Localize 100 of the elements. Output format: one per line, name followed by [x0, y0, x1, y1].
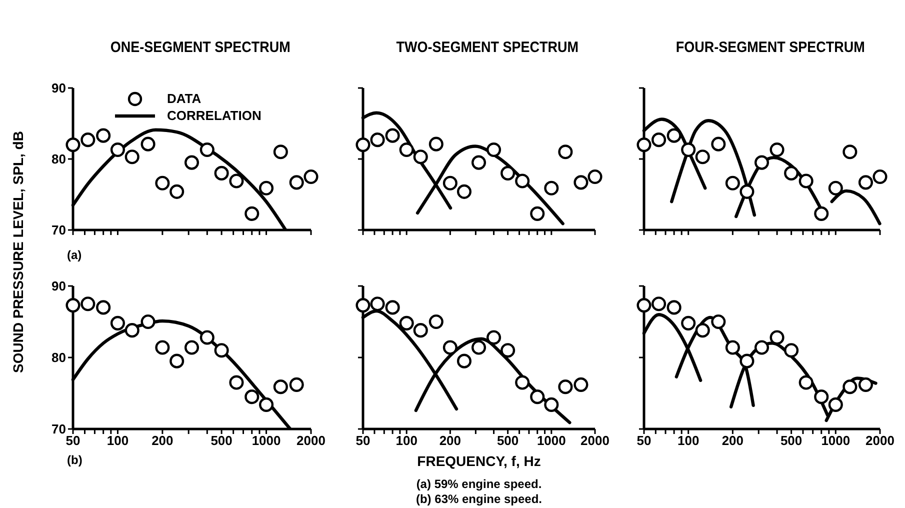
point	[244, 206, 260, 221]
point	[695, 323, 710, 338]
point	[413, 323, 428, 338]
point	[754, 155, 770, 170]
x-tick-label: 200	[722, 433, 744, 448]
point	[770, 142, 784, 158]
point	[814, 390, 829, 404]
point	[798, 174, 814, 188]
point	[184, 155, 200, 170]
point	[652, 296, 666, 312]
point	[428, 136, 444, 152]
point	[530, 206, 545, 221]
point	[530, 390, 545, 404]
x-tick-label: 1000	[252, 433, 281, 448]
point	[828, 180, 843, 196]
point	[681, 142, 696, 158]
x-tick-label: 1000	[536, 433, 566, 448]
point	[471, 340, 486, 355]
point	[574, 377, 588, 392]
x-tick-label: 100	[396, 433, 418, 448]
point	[754, 340, 770, 355]
y-tick-label: 90	[52, 278, 66, 294]
point	[636, 298, 652, 313]
point	[399, 142, 414, 158]
point	[259, 397, 274, 412]
text: (b) 63% engine speed.	[414, 492, 544, 506]
point	[456, 184, 472, 199]
point	[740, 354, 754, 368]
point	[544, 180, 559, 196]
point	[80, 132, 96, 148]
x-tick-label: 1000	[821, 433, 850, 448]
x-tick-label: 500	[780, 433, 802, 448]
x-axis-title: FREQUENCY, f, Hz	[416, 453, 542, 469]
point	[486, 330, 502, 345]
point	[442, 176, 458, 190]
x-tick-label: 2000	[296, 433, 326, 448]
x-tick-label: 200	[439, 433, 462, 448]
y-tick-label: 80	[52, 152, 66, 167]
point	[66, 298, 80, 313]
point	[666, 128, 682, 143]
y-axis-title: SOUND PRESSURE LEVEL, SPL, dB	[10, 130, 26, 375]
point	[574, 175, 588, 190]
point	[155, 176, 170, 190]
point	[110, 316, 125, 330]
legend-label: CORRELATION	[167, 107, 262, 124]
x-tick-label: 100	[106, 433, 129, 448]
y-tick-label: 70	[52, 222, 66, 238]
point	[289, 377, 304, 392]
point	[259, 180, 274, 196]
point	[695, 150, 710, 164]
point	[96, 128, 111, 143]
x-tick-label: 500	[496, 433, 519, 448]
point	[725, 176, 740, 190]
point	[356, 298, 370, 313]
point	[681, 316, 696, 330]
point	[711, 136, 726, 152]
point	[770, 330, 784, 345]
x-tick-label: 200	[152, 433, 174, 448]
point	[486, 142, 502, 158]
point	[289, 175, 304, 190]
point	[740, 184, 754, 199]
point	[124, 323, 140, 338]
point	[428, 314, 444, 330]
point	[80, 296, 96, 312]
point	[140, 136, 156, 152]
point	[471, 155, 486, 170]
x-tick-label: 100	[677, 433, 700, 448]
point	[399, 316, 414, 330]
point	[515, 375, 530, 390]
point	[544, 397, 559, 412]
point	[110, 142, 125, 158]
point	[725, 340, 740, 355]
point	[500, 166, 516, 180]
point	[828, 397, 843, 412]
point	[170, 184, 184, 199]
point	[711, 314, 726, 330]
text: (a) 59% engine speed.	[415, 477, 543, 491]
point	[385, 300, 400, 315]
point	[124, 150, 140, 164]
point	[200, 330, 214, 345]
point	[370, 296, 385, 312]
point	[96, 300, 111, 315]
x-tick-label: 2000	[866, 433, 894, 448]
y-tick-label: 90	[52, 80, 66, 96]
point	[66, 138, 80, 152]
point	[184, 340, 200, 355]
point	[155, 340, 170, 355]
point	[170, 354, 184, 368]
point	[558, 144, 573, 160]
point	[304, 169, 318, 184]
point	[200, 142, 214, 158]
x-tick-label: 2000	[580, 433, 610, 448]
point	[798, 375, 814, 390]
point	[858, 377, 874, 392]
x-tick-label: 50	[636, 433, 652, 448]
point	[784, 343, 799, 358]
point	[872, 169, 888, 184]
x-tick-label: 50	[356, 433, 370, 448]
point	[636, 138, 652, 152]
point	[784, 166, 799, 180]
